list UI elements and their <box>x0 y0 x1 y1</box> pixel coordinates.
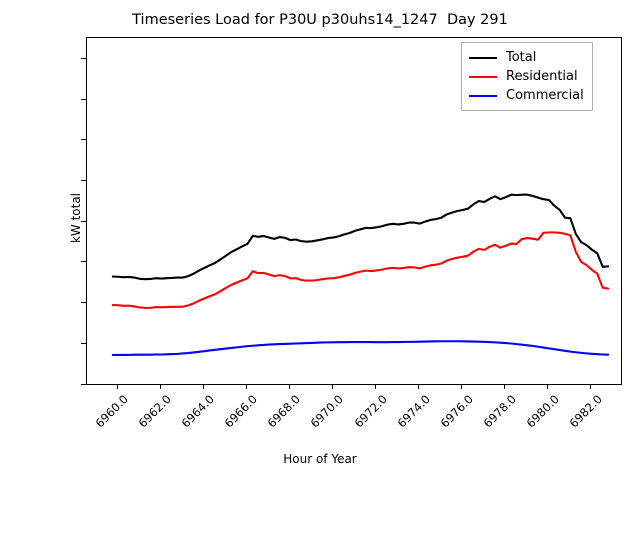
legend-swatch-total <box>469 56 497 59</box>
x-tick-label: 6974.0 <box>394 392 433 431</box>
x-tick-label: 6966.0 <box>221 392 261 431</box>
legend-label-total: Total <box>506 50 537 65</box>
legend-swatch-residential <box>469 75 497 78</box>
x-tick-label: 6972.0 <box>351 392 390 431</box>
legend-item-total: Total <box>469 48 584 67</box>
x-tick-label: 6968.0 <box>264 392 304 431</box>
x-tick-label: 6982.0 <box>566 392 605 431</box>
legend: Total Residential Commercial <box>461 42 593 111</box>
legend-item-residential: Residential <box>469 67 584 86</box>
figure: Timeseries Load for P30U p30uhs14_1247 D… <box>69 12 622 466</box>
x-tick-label: 6976.0 <box>437 392 476 431</box>
legend-swatch-commercial <box>469 94 497 97</box>
y-axis-label: kW total <box>69 192 83 244</box>
x-axis-label: Hour of Year <box>283 452 357 466</box>
series-canvas <box>111 193 610 356</box>
x-tick-label: 6978.0 <box>480 392 519 431</box>
x-tick-label: 6962.0 <box>135 392 175 431</box>
x-tick-label: 6970.0 <box>307 392 347 431</box>
series-line-commercial <box>111 340 610 356</box>
legend-item-commercial: Commercial <box>469 86 584 105</box>
x-tick-label: 6964.0 <box>178 392 218 431</box>
legend-label-residential: Residential <box>506 69 578 84</box>
series-line-total <box>111 193 610 281</box>
x-tick-label: 6980.0 <box>523 392 562 431</box>
legend-label-commercial: Commercial <box>506 88 584 103</box>
chart-title: Timeseries Load for P30U p30uhs14_1247 D… <box>132 12 508 28</box>
x-tick-label: 6960.0 <box>92 392 132 431</box>
series-line-residential <box>111 231 610 309</box>
